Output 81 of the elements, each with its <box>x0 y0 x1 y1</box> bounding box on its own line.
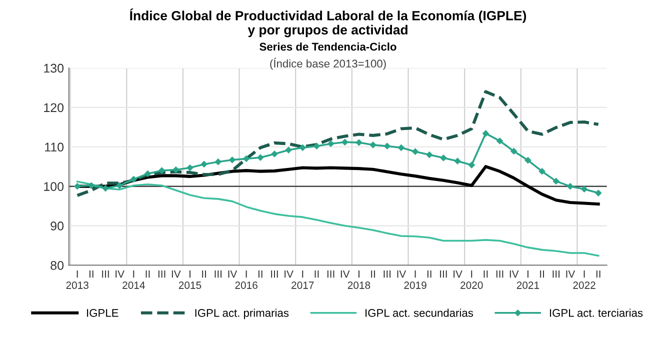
x-tick-label: IV <box>172 270 181 278</box>
x-tick-label: II <box>146 270 150 278</box>
point <box>214 158 222 166</box>
point <box>468 162 475 168</box>
point <box>482 130 489 137</box>
point <box>370 142 376 148</box>
point <box>257 154 264 161</box>
x-tick-label: III <box>214 270 222 278</box>
point <box>454 158 461 164</box>
x-tick-label: IV <box>116 270 124 278</box>
annotation: (Índice base 2013=100) <box>270 58 386 70</box>
x-tick-label: III <box>327 270 334 278</box>
point <box>299 144 306 151</box>
x-tick-label: II <box>258 270 262 278</box>
x-tick-label: II <box>202 270 206 278</box>
point <box>595 190 602 196</box>
point <box>186 164 194 171</box>
legend-label: IGPL act. primarias <box>195 308 289 320</box>
point <box>412 148 418 155</box>
legend-label: IGPL act. terciarias <box>550 308 643 317</box>
x-tick-label: III <box>158 270 166 278</box>
point <box>567 183 574 190</box>
point <box>538 168 546 174</box>
y-tick-label: 100 <box>44 182 64 191</box>
y-tick-label: 80 <box>50 261 64 270</box>
x-tick-label: II <box>371 270 375 278</box>
x-tick-label: III <box>496 270 504 278</box>
point <box>426 152 433 158</box>
legend-label: IGPL act. secundarias <box>366 308 474 317</box>
x-tick-label: III <box>440 270 447 278</box>
x-tick-label: III <box>102 270 109 278</box>
x-tick-label: I 2013 <box>66 270 88 289</box>
point <box>158 167 165 174</box>
point <box>243 156 250 162</box>
legend-label: IGPLE <box>87 309 118 317</box>
point <box>510 148 518 154</box>
x-tick-label: II <box>89 270 94 278</box>
point <box>552 178 560 184</box>
x-tick-label: IV <box>284 270 294 278</box>
line-series <box>76 90 600 197</box>
point <box>172 166 180 173</box>
x-tick-label: III <box>271 270 278 278</box>
point <box>285 146 292 154</box>
x-tick-label: IV <box>397 270 406 278</box>
x-tick-label: III <box>552 270 560 278</box>
point <box>440 154 447 162</box>
y-tick-label: 110 <box>45 142 64 152</box>
point <box>88 182 95 189</box>
y-tick-label: 90 <box>50 222 64 230</box>
x-tick-label: III <box>384 270 391 278</box>
point <box>271 150 278 158</box>
y-tick-label: 130 <box>44 64 64 73</box>
point <box>328 140 334 147</box>
point <box>384 142 390 150</box>
point <box>229 156 236 164</box>
point <box>200 161 208 168</box>
point <box>524 157 532 164</box>
point <box>581 186 588 192</box>
point <box>314 142 320 150</box>
x-tick-label: II <box>427 270 432 278</box>
point <box>130 176 137 182</box>
y-tick-label: 120 <box>44 103 64 112</box>
x-tick-label: IV <box>510 270 519 278</box>
point <box>144 170 151 177</box>
point <box>496 138 503 144</box>
x-tick-label: IV <box>566 270 576 278</box>
point <box>342 138 348 146</box>
point <box>74 183 80 190</box>
point <box>116 182 123 189</box>
point <box>102 185 109 192</box>
point <box>356 139 362 146</box>
x-tick-label: IV <box>228 270 238 278</box>
x-tick-label: IV <box>454 270 462 278</box>
chart-title: Índice Global de Productividad Laboral de la Economía (IGPLE) y por grupos de actividad <box>130 8 526 38</box>
x-tick-label: II <box>314 270 319 278</box>
chart-subtitle: Series de Tendencia-Ciclo <box>260 42 396 51</box>
x-tick-label: II <box>596 270 600 278</box>
point <box>398 144 404 151</box>
x-tick-label: II <box>484 270 488 278</box>
x-tick-label: IV <box>340 270 350 278</box>
x-tick-label: II <box>540 270 544 278</box>
